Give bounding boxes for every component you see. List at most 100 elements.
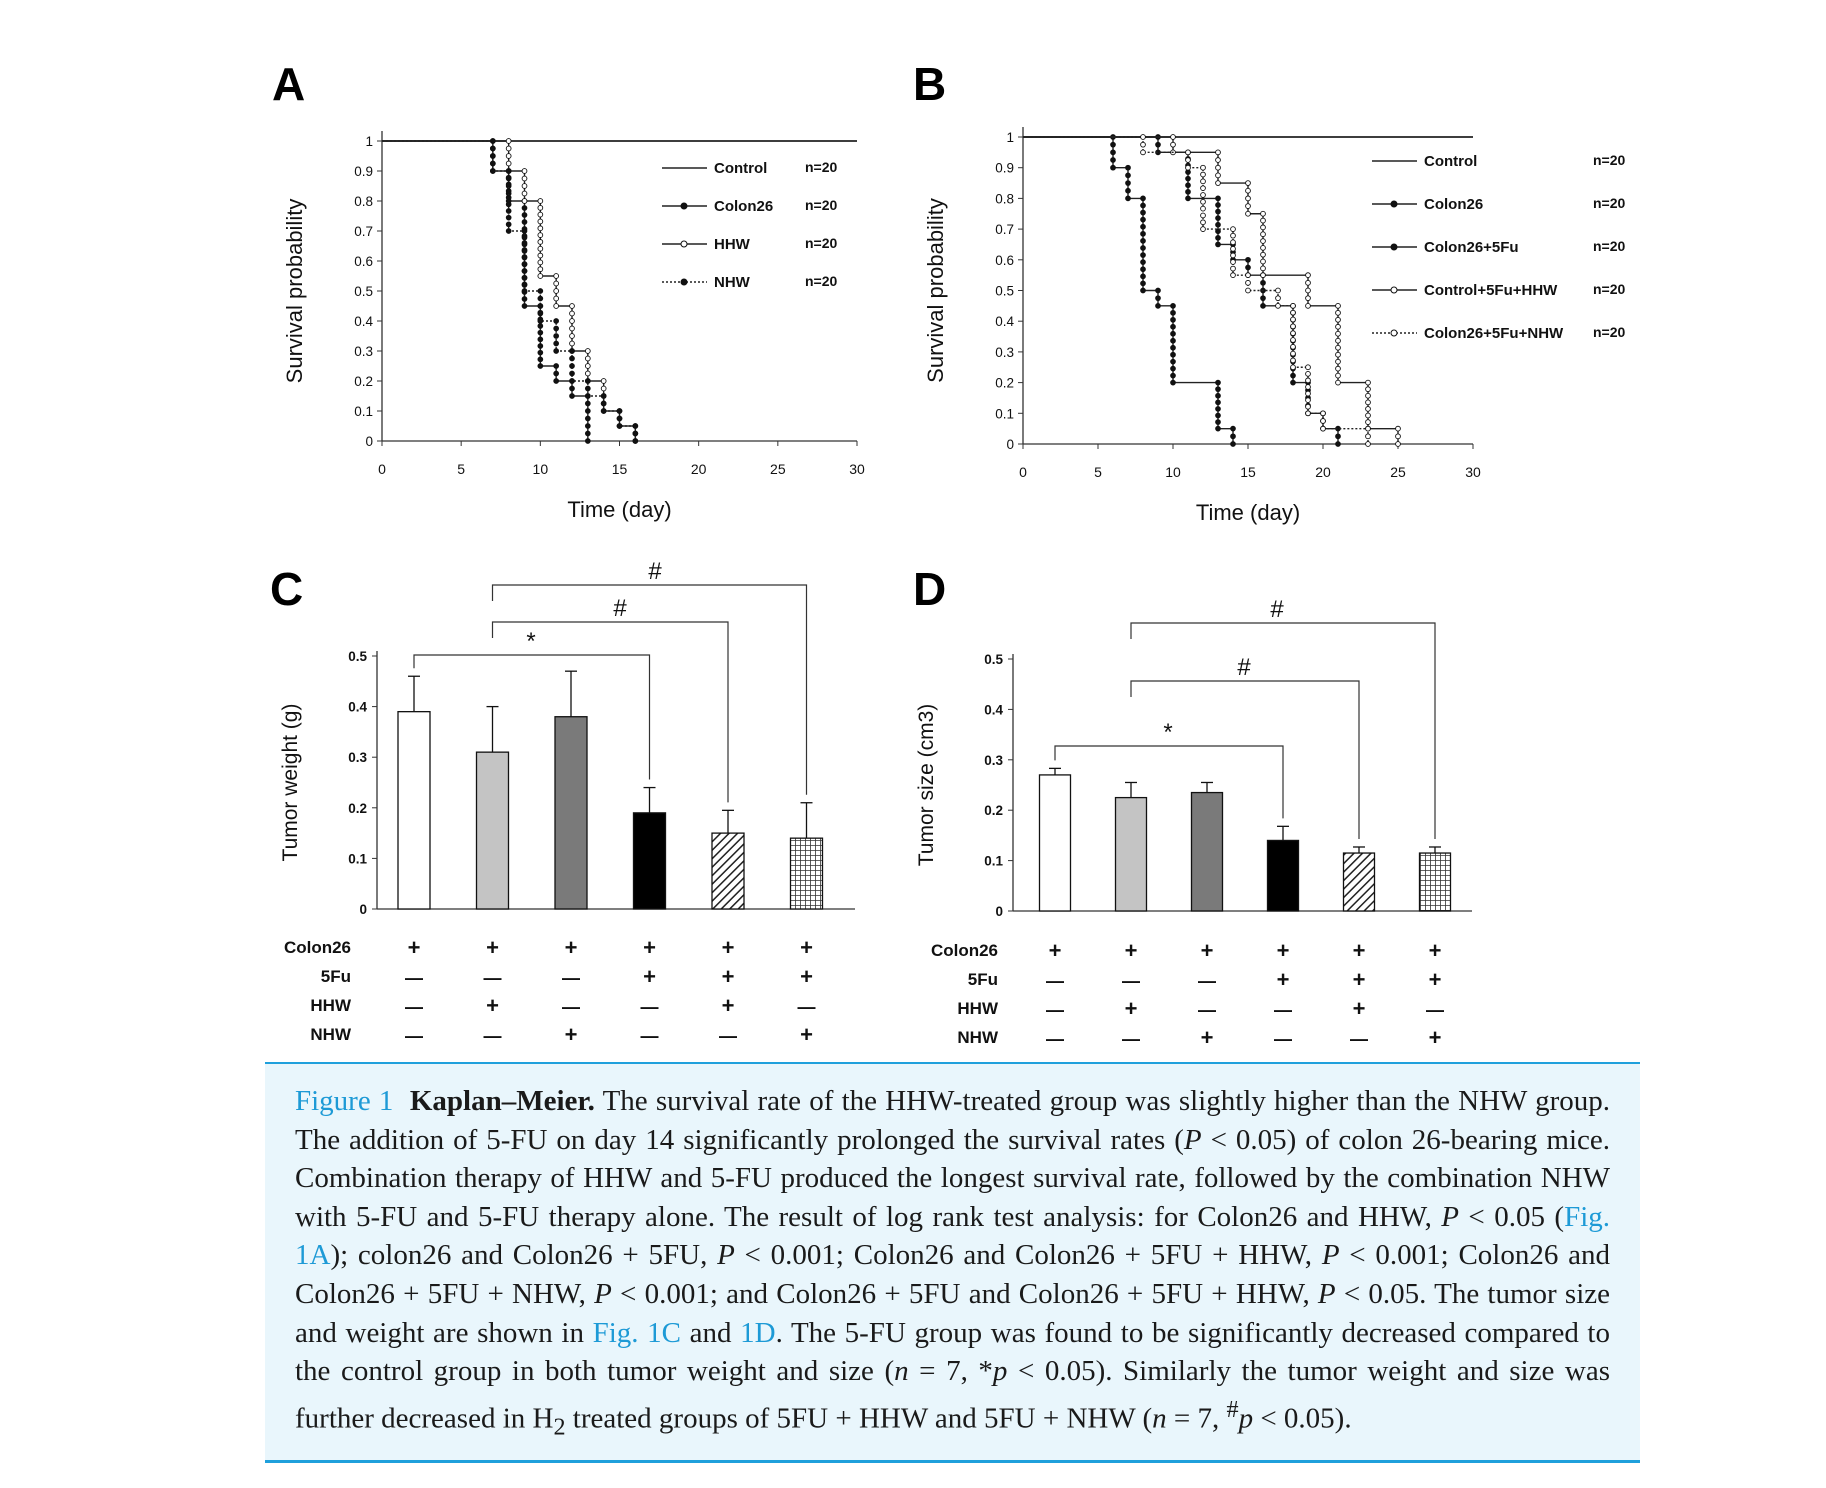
legend-n: n=20 (1593, 281, 1626, 297)
series-marker (1305, 397, 1311, 403)
y-tick-label: 0 (995, 904, 1003, 919)
bar (632, 812, 667, 910)
series-marker (537, 336, 544, 343)
legend-n: n=20 (805, 235, 838, 251)
bar (1038, 774, 1072, 912)
x-tick-label: 25 (770, 461, 786, 477)
legend-label: Control (1424, 153, 1477, 170)
caption-link-fig-1a[interactable]: Fig. 1A (295, 1200, 1610, 1272)
series-marker (1140, 223, 1146, 230)
y-tick-label: 0.9 (995, 161, 1014, 176)
caption-segment: = 7, (1166, 1402, 1227, 1435)
series-marker (489, 160, 496, 167)
significance-label: # (1237, 654, 1251, 681)
y-axis-label: Survival probability (923, 198, 948, 383)
treatment-mark: — (641, 997, 659, 1017)
series-marker (521, 296, 528, 302)
series-marker (1260, 224, 1266, 231)
series-marker (569, 378, 575, 384)
series-marker (1170, 379, 1176, 386)
treatment-mark: — (484, 1026, 502, 1046)
series-marker (521, 261, 528, 268)
treatment-mark: — (484, 968, 502, 988)
legend-label: Colon26+5Fu (1424, 239, 1519, 256)
legend-n: n=20 (1593, 238, 1626, 254)
series-marker (1230, 433, 1236, 440)
legend-marker (680, 202, 688, 210)
treatment-row-label: Colon26 (284, 938, 351, 957)
series-marker (537, 363, 544, 369)
caption-segment: < 0.001; Colon26 and Colon26 + 5FU + HHW… (734, 1239, 1322, 1272)
y-tick-label: 0.7 (995, 222, 1014, 237)
series-marker (1155, 141, 1161, 148)
series-marker (1245, 210, 1251, 217)
treatment-row-label: Colon26 (931, 941, 998, 960)
series-marker (553, 378, 560, 384)
series-marker (521, 212, 528, 218)
caption-italic: P (1321, 1239, 1340, 1272)
x-tick-label: 30 (849, 461, 865, 477)
legend-marker (680, 278, 688, 286)
series-marker (1290, 316, 1296, 323)
series-marker (1170, 330, 1176, 337)
caption-link-1d[interactable]: 1D (740, 1316, 776, 1349)
series-marker (1305, 377, 1311, 384)
series-marker (1305, 364, 1311, 371)
series-marker (1215, 235, 1221, 241)
y-tick-label: 0.3 (354, 344, 373, 359)
series-marker (537, 343, 544, 349)
treatment-mark: + (565, 935, 578, 960)
treatment-mark: — (1046, 1029, 1064, 1049)
series-marker (1215, 172, 1221, 179)
series-marker (553, 318, 560, 324)
series-marker (1245, 287, 1251, 294)
y-tick-label: 0.4 (354, 314, 373, 329)
series-marker (553, 280, 560, 287)
series-line-control-5fu-hhw (1023, 136, 1399, 444)
treatment-mark: + (1049, 938, 1062, 963)
series-marker (1215, 221, 1221, 228)
series-marker (600, 393, 607, 399)
treatment-mark: + (643, 935, 656, 960)
y-tick-label: 1 (365, 134, 373, 149)
treatment-mark: — (1046, 1000, 1064, 1020)
series-marker (1170, 358, 1176, 365)
series-marker (1170, 337, 1176, 344)
legend-marker (1390, 329, 1398, 337)
treatment-row-label: NHW (957, 1028, 999, 1047)
caption-segment: < 0.05) of colon 26-bearing mice. Combin… (295, 1123, 1610, 1233)
significance-bracket (491, 621, 729, 803)
series-marker (1230, 226, 1236, 232)
series-marker (569, 333, 575, 339)
treatment-mark: + (800, 935, 813, 960)
legend-n: n=20 (805, 159, 838, 175)
series-marker (1125, 195, 1131, 202)
series-marker (569, 370, 575, 377)
series-marker (1140, 266, 1146, 273)
x-tick-label: 20 (691, 461, 707, 477)
series-marker (1170, 309, 1176, 316)
y-tick-label: 0.1 (354, 404, 373, 419)
series-marker (521, 241, 528, 248)
caption-italic: n (894, 1355, 909, 1388)
caption-link-fig-1c[interactable]: Fig. 1C (592, 1316, 682, 1349)
series-marker (1365, 386, 1371, 393)
series-marker (1260, 217, 1266, 224)
series-marker (1230, 239, 1236, 246)
x-tick-label: 5 (457, 461, 465, 477)
series-marker (1335, 316, 1341, 323)
series-marker (616, 423, 623, 429)
series-marker (1365, 379, 1371, 386)
series-marker (1230, 265, 1236, 272)
series-marker (1290, 357, 1296, 364)
treatment-mark: + (1201, 938, 1214, 963)
series-marker (537, 329, 544, 336)
series-marker (1260, 231, 1266, 238)
series-marker (1290, 350, 1296, 357)
series-marker (505, 138, 512, 144)
series-marker (1365, 441, 1371, 447)
series-marker (537, 218, 544, 225)
series-marker (1110, 149, 1116, 156)
series-marker (553, 303, 560, 309)
series-marker (1125, 172, 1131, 179)
